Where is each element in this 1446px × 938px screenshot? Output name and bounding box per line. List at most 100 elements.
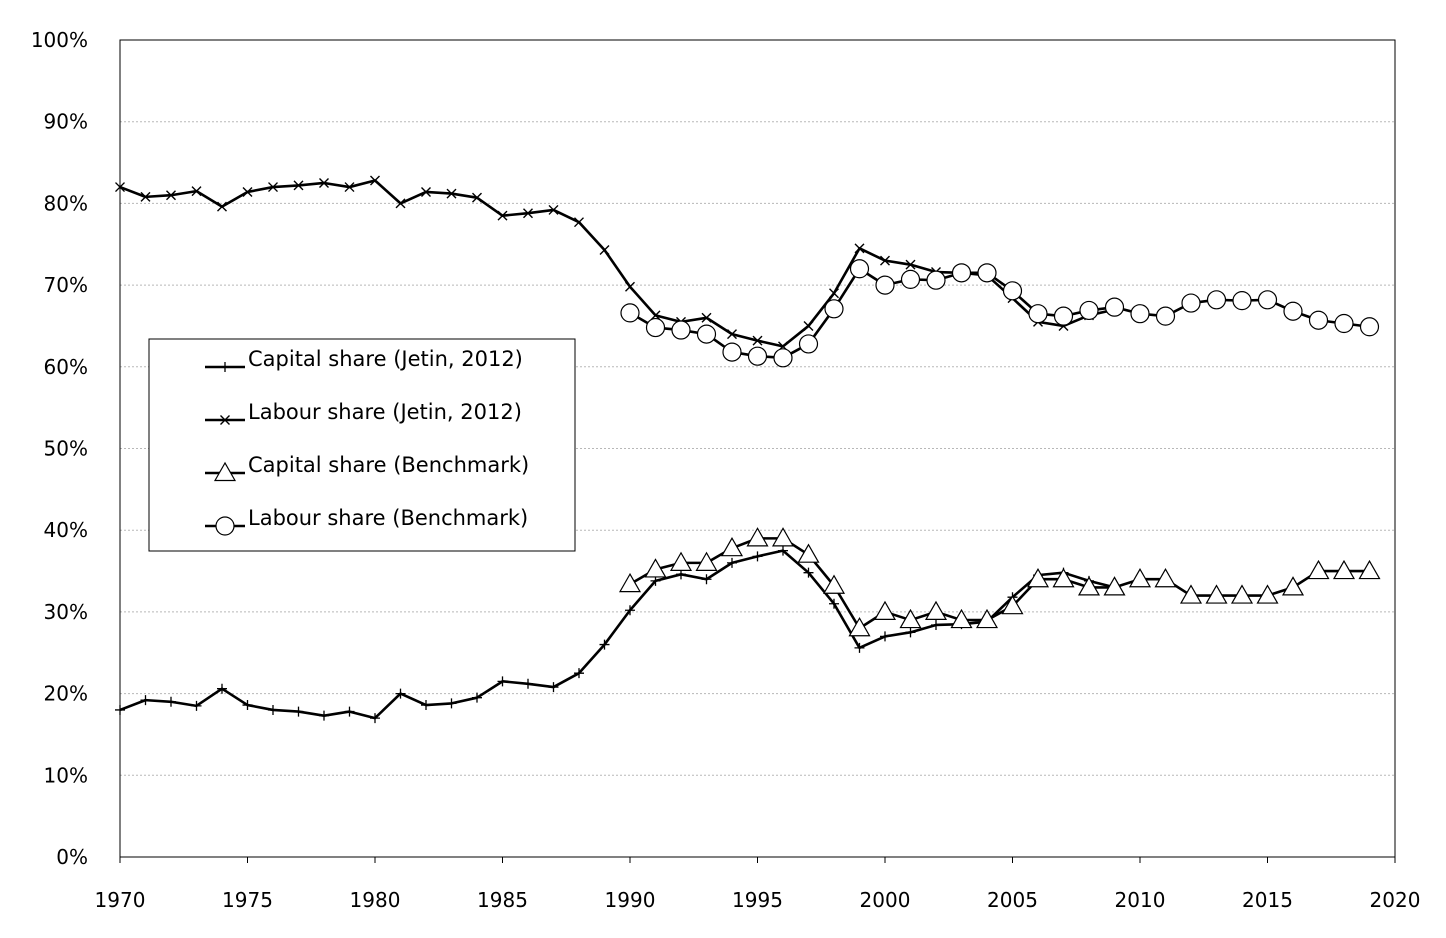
data-point-circle	[849, 259, 870, 279]
data-point-circle	[1002, 281, 1023, 301]
data-point-x	[344, 182, 355, 193]
data-point-circle	[722, 342, 742, 362]
data-point-plus	[293, 706, 304, 717]
data-point-triangle	[618, 572, 642, 593]
data-point-circle	[1155, 306, 1176, 326]
data-point-x	[752, 335, 763, 346]
data-point-triangle	[771, 527, 795, 547]
legend-entry: Labour share (Benchmark)	[205, 506, 528, 536]
data-point-plus	[523, 678, 533, 689]
data-point-plus	[395, 688, 406, 699]
x-tick-label: 1970	[95, 888, 146, 912]
data-point-circle	[1206, 290, 1227, 310]
y-tick-label: 40%	[44, 518, 88, 542]
y-tick-label: 60%	[44, 355, 88, 379]
axes: 0% 10% 20% 30% 40% 50% 60% 70% 80% 90% 100% 1970 197…	[31, 28, 1421, 912]
x-tick-label: 2010	[1115, 888, 1166, 912]
series-line	[119, 549, 1115, 720]
data-point-triangle	[644, 558, 667, 578]
data-point-triangle	[873, 600, 897, 621]
data-point-x	[701, 312, 712, 323]
data-point-x	[242, 186, 253, 197]
data-point-circle	[747, 346, 768, 366]
data-point-triangle	[1128, 568, 1152, 588]
data-point-plus	[268, 704, 278, 715]
data-point-triangle	[1281, 576, 1305, 596]
data-point-x	[217, 201, 227, 212]
x-tick-label: 2000	[860, 888, 911, 912]
data-point-circle	[1130, 304, 1150, 324]
x-tick-label: 1985	[477, 888, 528, 912]
data-point-x	[548, 204, 559, 215]
data-point-plus	[701, 574, 712, 585]
data-point-triangle	[899, 608, 922, 629]
data-point-triangle	[1230, 584, 1254, 604]
data-point-circle	[1283, 301, 1303, 321]
data-point-circle	[977, 263, 997, 283]
data-point-circle	[1232, 291, 1252, 311]
data-point-plus	[344, 706, 355, 717]
data-point-circle	[620, 303, 640, 323]
data-point-plus	[778, 545, 788, 556]
data-point-plus	[905, 627, 916, 638]
data-point-triangle	[1001, 594, 1024, 615]
data-point-circle	[951, 263, 972, 283]
data-point-triangle	[695, 551, 718, 571]
x-tick-label: 2020	[1370, 888, 1421, 912]
y-tick-label: 90%	[44, 110, 88, 134]
data-point-plus	[140, 695, 151, 706]
data-point-triangle	[1077, 576, 1101, 596]
data-point-triangle	[669, 551, 693, 571]
data-point-plus	[829, 598, 839, 609]
data-point-circle	[696, 324, 717, 344]
data-point-plus	[854, 642, 865, 653]
data-point-x	[599, 244, 610, 255]
series-circle	[620, 259, 1380, 368]
x-tick-label: 1995	[732, 888, 783, 912]
data-point-plus	[676, 569, 686, 580]
data-point-triangle	[1205, 584, 1228, 604]
data-point-x	[574, 217, 584, 228]
data-point-triangle	[1154, 568, 1177, 588]
series-x	[115, 175, 1120, 352]
data-point-triangle	[1358, 559, 1381, 580]
data-point-circle	[1334, 313, 1354, 334]
data-point-x	[421, 186, 431, 197]
data-point-circle	[1079, 300, 1099, 321]
data-point-plus	[803, 567, 814, 578]
data-point-plus	[220, 362, 230, 372]
data-point-x	[829, 288, 839, 299]
legend-entry: Capital share (Jetin, 2012)	[205, 347, 523, 372]
data-point-plus	[880, 631, 890, 642]
data-point-circle	[645, 317, 666, 338]
data-point-circle	[1257, 290, 1278, 310]
data-point-circle	[926, 270, 946, 290]
data-point-x	[523, 208, 533, 219]
data-point-triangle	[1307, 559, 1330, 580]
data-point-plus	[217, 683, 227, 694]
data-point-circle	[824, 299, 844, 319]
data-point-triangle	[1179, 584, 1203, 604]
data-point-triangle	[746, 527, 769, 547]
data-point-plus	[727, 557, 737, 568]
data-point-triangle	[1052, 568, 1075, 588]
legend: Capital share (Jetin, 2012) Labour share …	[148, 338, 576, 552]
data-point-x	[854, 243, 865, 254]
legend-label: Labour share (Jetin, 2012)	[248, 400, 522, 424]
data-point-x	[220, 415, 230, 425]
data-point-triangle	[950, 608, 973, 629]
data-point-x	[370, 175, 380, 186]
x-tick-label: 2015	[1242, 888, 1293, 912]
data-point-circle	[1028, 304, 1048, 324]
y-tick-label: 30%	[44, 600, 88, 624]
data-point-triangle	[213, 461, 237, 482]
data-point-x	[625, 281, 635, 292]
legend-entry: Capital share (Benchmark)	[205, 453, 529, 482]
data-point-circle	[1181, 293, 1201, 313]
x-tick-label: 1975	[222, 888, 273, 912]
data-point-plus	[370, 713, 380, 724]
series-plus	[115, 545, 1120, 724]
data-point-triangle	[797, 543, 820, 563]
data-point-plus	[650, 575, 661, 586]
